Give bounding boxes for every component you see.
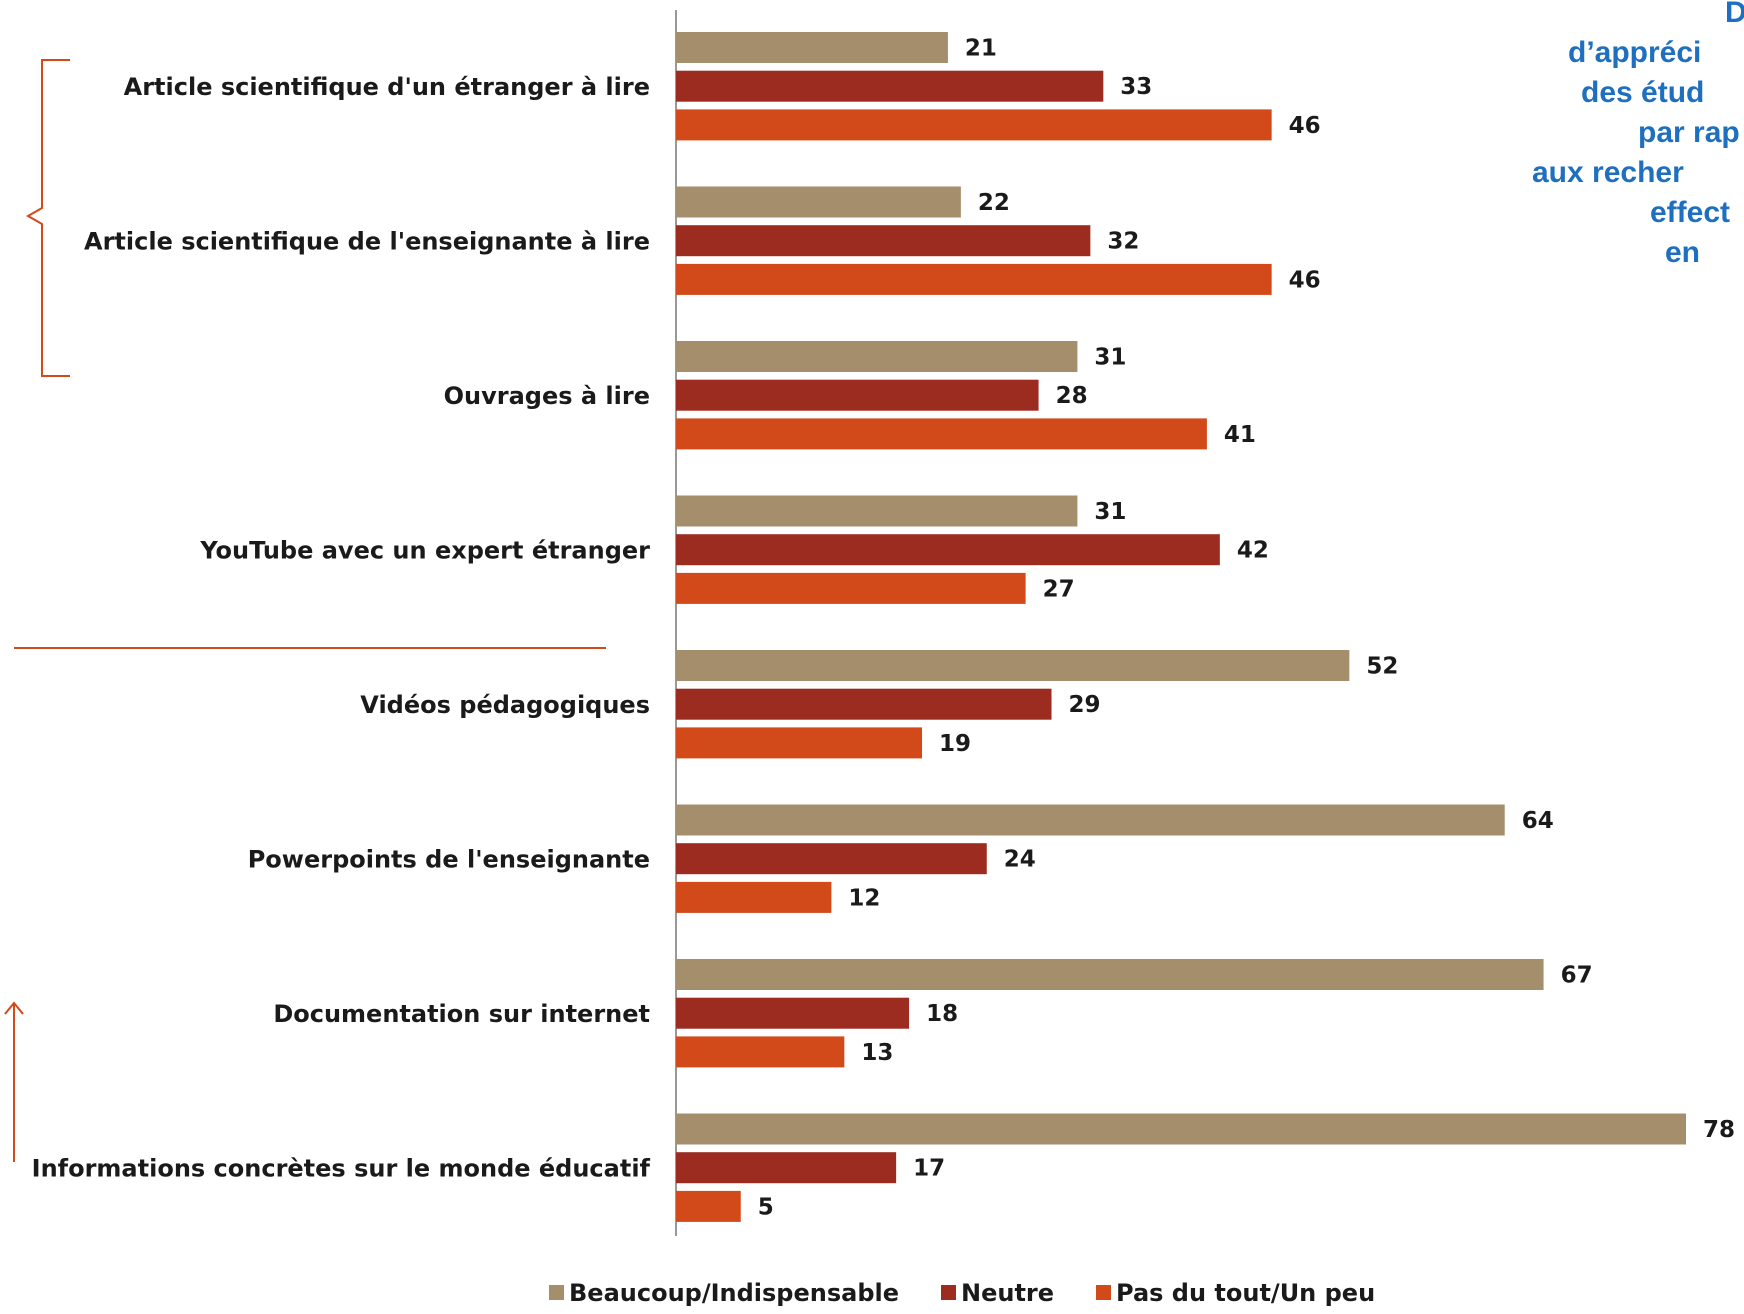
bar [676,650,1350,681]
value-label: 41 [1224,422,1256,448]
value-label: 52 [1366,654,1398,680]
bar [676,32,948,63]
value-label: 21 [965,36,997,62]
title-line: D [1725,0,1744,29]
category-label: Powerpoints de l'enseignante [248,846,650,874]
legend-label: Neutre [961,1279,1054,1307]
category-label: Article scientifique d'un étranger à lir… [124,73,650,101]
category-label: Article scientifique de l'enseignante à … [84,228,650,256]
bar [676,109,1272,141]
value-label: 22 [978,190,1010,216]
legend-swatch [941,1285,956,1300]
value-label: 18 [926,1001,958,1027]
value-labels: 2133462232463128413142275229196424126718… [758,36,1735,1221]
title-line: aux recher [1532,156,1684,189]
value-label: 46 [1289,113,1321,139]
bar [676,341,1078,372]
bar [676,572,1026,604]
bar [676,70,1104,102]
title-line: effect [1650,196,1730,229]
value-label: 29 [1069,692,1101,718]
title-line: en [1665,236,1700,269]
category-label: Informations concrètes sur le monde éduc… [32,1155,651,1183]
bar [676,263,1272,295]
category-label: YouTube avec un expert étranger [199,537,650,565]
category-label: Ouvrages à lire [444,382,650,410]
bar [676,727,923,759]
bars [676,32,1686,1222]
value-label: 78 [1703,1117,1735,1143]
category-label: Vidéos pédagogiques [360,691,650,719]
title-line: des étud [1581,76,1704,109]
legend-label: Pas du tout/Un peu [1116,1279,1375,1307]
title-line: par rap [1638,116,1740,149]
bar [676,843,987,875]
value-label: 27 [1043,576,1075,602]
title-line: d’appréci [1568,36,1701,69]
value-label: 46 [1289,267,1321,293]
bar [676,225,1091,257]
category-labels: Article scientifique d'un étranger à lir… [32,73,651,1183]
legend-label: Beaucoup/Indispensable [569,1279,899,1307]
value-label: 28 [1056,383,1088,409]
bar [676,1190,741,1222]
value-label: 24 [1004,847,1036,873]
category-label: Documentation sur internet [273,1000,650,1028]
value-label: 64 [1522,808,1554,834]
bar [676,1036,845,1068]
bar [676,1152,897,1184]
value-label: 32 [1107,229,1139,255]
value-label: 19 [939,731,971,757]
value-label: 31 [1094,499,1126,525]
bar [676,186,961,218]
value-label: 33 [1120,74,1152,100]
bar [676,379,1039,411]
bracket-decoration [25,59,70,377]
bar [676,881,832,913]
value-label: 31 [1094,345,1126,371]
value-label: 5 [758,1194,774,1220]
bar [676,1113,1686,1145]
value-label: 12 [848,885,880,911]
bar [676,959,1544,990]
bar [676,534,1220,566]
bar [676,688,1052,720]
legend: Beaucoup/Indispensable Neutre Pas du tout/… [549,1279,1375,1307]
bar [676,418,1207,450]
value-label: 42 [1237,538,1269,564]
value-label: 67 [1561,963,1593,989]
legend-swatch [549,1285,564,1300]
up-arrow-icon [4,1001,24,1162]
legend-swatch [1096,1285,1111,1300]
value-label: 13 [861,1040,893,1066]
bar [676,495,1078,527]
bar [676,997,910,1029]
value-label: 17 [913,1156,945,1182]
chart-title: Dd’appréci des étud par rap aux recher effec… [1532,0,1744,269]
bar [676,804,1505,836]
